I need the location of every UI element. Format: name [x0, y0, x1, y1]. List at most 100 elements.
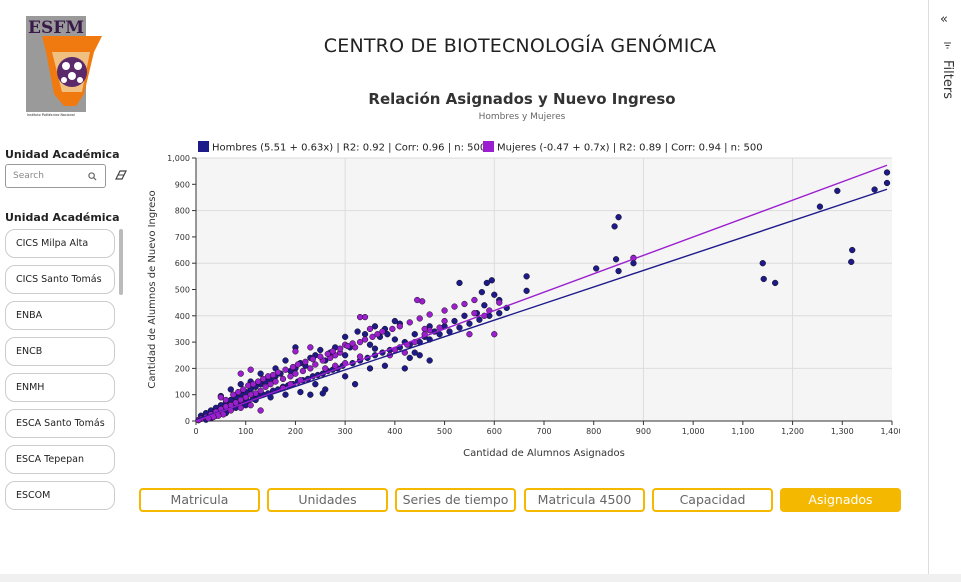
mujeres-point[interactable] [237, 396, 244, 404]
hombres-point[interactable] [391, 317, 399, 325]
unidad-item[interactable]: CICS Milpa Alta [5, 229, 115, 258]
collapse-panel-icon[interactable]: « [940, 12, 948, 27]
hombres-point[interactable] [466, 320, 473, 327]
hombres-point[interactable] [366, 341, 374, 348]
mujeres-point[interactable] [257, 407, 264, 414]
mujeres-point[interactable] [324, 350, 331, 358]
hombres-point[interactable] [341, 352, 349, 359]
mujeres-point[interactable] [247, 391, 254, 398]
tab-unidades[interactable]: Unidades [267, 488, 388, 512]
hombres-point[interactable] [282, 357, 289, 364]
mujeres-point[interactable] [389, 325, 396, 333]
hombres-point[interactable] [476, 316, 483, 323]
mujeres-point[interactable] [279, 375, 287, 383]
hombres-point[interactable] [883, 179, 891, 187]
mujeres-point[interactable] [289, 363, 297, 371]
mujeres-point[interactable] [217, 394, 225, 401]
tab-series-de-tiempo[interactable]: Series de tiempo [395, 488, 516, 512]
hombres-point[interactable] [488, 277, 495, 284]
mujeres-point[interactable] [496, 299, 503, 306]
hombres-point[interactable] [523, 287, 530, 294]
mujeres-point[interactable] [287, 373, 294, 380]
hombres-point[interactable] [612, 256, 620, 263]
hombres-point[interactable] [483, 279, 490, 287]
tab-asignados[interactable]: Asignados [780, 488, 901, 512]
tab-capacidad[interactable]: Capacidad [652, 488, 773, 512]
hombres-point[interactable] [593, 265, 600, 272]
hombres-point[interactable] [411, 349, 418, 356]
hombres-point[interactable] [381, 362, 389, 369]
mujeres-point[interactable] [257, 387, 264, 394]
tab-matricula-4500[interactable]: Matricula 4500 [524, 488, 645, 512]
mujeres-point[interactable] [441, 307, 448, 314]
hombres-point[interactable] [391, 336, 399, 343]
mujeres-point[interactable] [317, 353, 324, 360]
hombres-point[interactable] [341, 373, 349, 380]
mujeres-point[interactable] [332, 362, 339, 369]
mujeres-point[interactable] [292, 348, 299, 355]
hombres-point[interactable] [416, 352, 423, 359]
mujeres-point[interactable] [307, 365, 314, 372]
mujeres-point[interactable] [274, 369, 282, 376]
hombres-point[interactable] [446, 328, 453, 335]
filters-label[interactable]: Filters [940, 60, 955, 99]
hombres-point[interactable] [371, 345, 379, 352]
mujeres-point[interactable] [344, 342, 351, 350]
mujeres-point[interactable] [262, 383, 269, 390]
hombres-point[interactable] [282, 391, 289, 398]
mujeres-point[interactable] [240, 386, 247, 393]
mujeres-point[interactable] [356, 338, 364, 346]
mujeres-point[interactable] [329, 348, 336, 355]
unidad-item[interactable]: CICS Santo Tomás [5, 265, 115, 294]
mujeres-point[interactable] [396, 323, 403, 330]
unidad-item[interactable]: ENBA [5, 301, 115, 330]
hombres-point[interactable] [848, 258, 855, 266]
hombres-point[interactable] [772, 279, 779, 287]
mujeres-point[interactable] [369, 333, 376, 340]
mujeres-point[interactable] [361, 313, 369, 321]
unidad-item[interactable]: ESCOM [5, 481, 115, 510]
hombres-point[interactable] [630, 260, 637, 267]
unidad-item[interactable]: ENMH [5, 373, 115, 402]
hombres-point[interactable] [237, 381, 244, 388]
hombres-point[interactable] [615, 214, 622, 221]
hombres-point[interactable] [317, 346, 324, 354]
hombres-point[interactable] [496, 310, 503, 317]
mujeres-point[interactable] [416, 315, 423, 322]
mujeres-point[interactable] [466, 331, 473, 338]
mujeres-point[interactable] [366, 325, 374, 333]
unidad-list-scrollbar[interactable] [119, 229, 123, 295]
mujeres-point[interactable] [230, 391, 237, 398]
hombres-point[interactable] [406, 354, 413, 362]
search-input[interactable]: Search [5, 164, 106, 188]
hombres-point[interactable] [461, 312, 468, 319]
mujeres-point[interactable] [292, 370, 299, 377]
hombres-point[interactable] [759, 260, 766, 267]
hombres-point[interactable] [227, 386, 234, 393]
mujeres-point[interactable] [426, 311, 433, 318]
mujeres-point[interactable] [267, 381, 274, 388]
hombres-point[interactable] [351, 381, 359, 388]
hombres-point[interactable] [341, 333, 349, 340]
hombres-point[interactable] [481, 302, 488, 309]
mujeres-point[interactable] [259, 375, 267, 383]
hombres-point[interactable] [816, 203, 824, 210]
hombres-point[interactable] [849, 246, 856, 254]
hombres-point[interactable] [312, 381, 319, 388]
mujeres-point[interactable] [237, 370, 244, 377]
mujeres-point[interactable] [247, 366, 254, 373]
hombres-point[interactable] [354, 328, 361, 335]
eraser-icon[interactable] [115, 170, 127, 180]
mujeres-point[interactable] [441, 317, 448, 325]
hombres-point[interactable] [760, 275, 767, 283]
hombres-point[interactable] [491, 291, 498, 298]
mujeres-point[interactable] [272, 378, 279, 385]
mujeres-point[interactable] [361, 336, 369, 343]
hombres-point[interactable] [523, 273, 530, 280]
mujeres-point[interactable] [242, 394, 249, 401]
mujeres-point[interactable] [349, 340, 356, 347]
tab-matricula[interactable]: Matricula [139, 488, 260, 512]
mujeres-point[interactable] [247, 402, 254, 409]
mujeres-point[interactable] [491, 331, 498, 338]
mujeres-point[interactable] [471, 296, 478, 304]
